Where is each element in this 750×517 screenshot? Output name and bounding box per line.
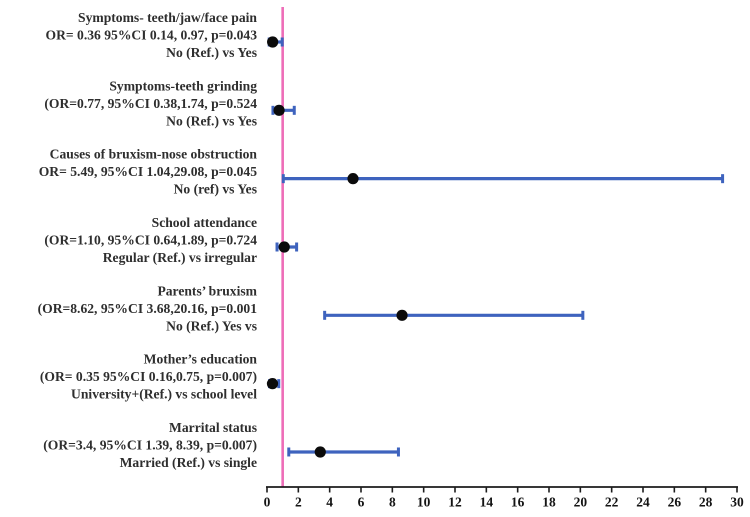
x-axis-tick-label: 10 xyxy=(417,495,431,510)
row-stats: OR= 5.49, 95%CI 1.04,29.08, p=0.045 xyxy=(39,164,257,179)
x-axis-tick-label: 14 xyxy=(480,495,494,510)
row-comparison: No (Ref.) vs Yes xyxy=(166,45,257,61)
x-axis-tick-label: 12 xyxy=(448,495,462,510)
x-axis-tick-label: 18 xyxy=(542,495,556,510)
x-axis-tick-label: 22 xyxy=(605,495,619,510)
or-marker xyxy=(314,446,326,458)
or-marker xyxy=(267,36,279,48)
or-marker xyxy=(266,378,279,390)
x-axis-tick-label: 24 xyxy=(636,495,650,510)
row-comparison: No (Ref.) vs Yes xyxy=(166,113,257,129)
x-axis-tick-label: 6 xyxy=(358,495,365,510)
or-marker xyxy=(396,309,408,321)
row-title: Symptoms- teeth/jaw/face pain xyxy=(78,10,257,25)
row-title: Parents’ bruxism xyxy=(157,283,257,298)
row-comparison: Regular (Ref.) vs irregular xyxy=(103,250,257,266)
row-title: Causes of bruxism-nose obstruction xyxy=(50,147,258,162)
row-title: Marrital status xyxy=(169,420,257,435)
row-stats: (OR=1.10, 95%CI 0.64,1.89, p=0.724 xyxy=(44,232,257,248)
x-axis-tick-label: 20 xyxy=(574,495,588,510)
row-stats: (OR=3.4, 95%CI 1.39, 8.39, p=0.007) xyxy=(43,437,257,453)
x-axis-tick-label: 2 xyxy=(295,495,302,510)
row-title: Mother’s education xyxy=(144,352,258,367)
x-axis-tick-label: 28 xyxy=(699,495,713,510)
or-marker xyxy=(273,104,285,116)
row-comparison: Married (Ref.) vs single xyxy=(120,455,257,471)
row-stats: OR= 0.36 95%CI 0.14, 0.97, p=0.043 xyxy=(46,28,258,43)
row-comparison: No (Ref.) Yes vs xyxy=(166,318,257,334)
row-stats: (OR=0.77, 95%CI 0.38,1.74, p=0.524 xyxy=(44,96,257,112)
row-stats: (OR=8.62, 95%CI 3.68,20.16, p=0.001 xyxy=(38,301,258,317)
row-title: Symptoms-teeth grinding xyxy=(109,78,257,93)
x-axis-tick-label: 0 xyxy=(264,495,271,510)
row-title: School attendance xyxy=(152,215,257,230)
row-comparison: No (ref) vs Yes xyxy=(174,182,257,198)
row-stats: (OR= 0.35 95%CI 0.16,0.75, p=0.007) xyxy=(40,369,257,385)
x-axis-tick-label: 4 xyxy=(326,495,333,510)
or-marker xyxy=(347,173,359,185)
or-marker xyxy=(278,241,290,253)
x-axis-tick-label: 8 xyxy=(389,495,396,510)
row-comparison: University+(Ref.) vs school level xyxy=(71,387,257,403)
x-axis-tick-label: 16 xyxy=(511,495,525,510)
x-axis-tick-label: 30 xyxy=(730,495,744,510)
x-axis-tick-label: 26 xyxy=(668,495,682,510)
